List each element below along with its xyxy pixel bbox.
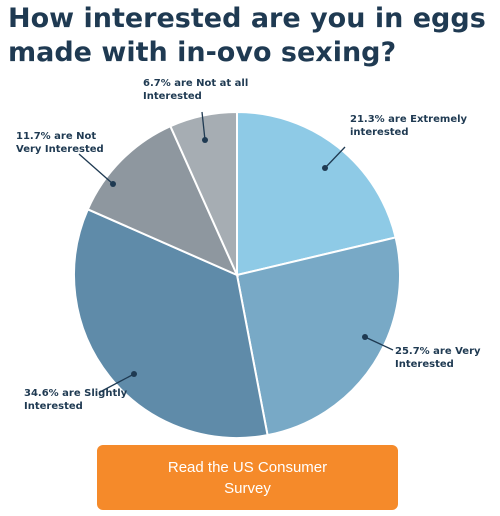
slice-data-label: 11.7% are Not Very Interested: [16, 131, 104, 155]
label-pointer-line: [324, 146, 346, 169]
slice-data-label: 6.7% are Not at all Interested: [143, 78, 248, 102]
pie-slice-very-interested: [235, 236, 401, 437]
label-pointer-line: [78, 153, 114, 185]
slice-data-label: 34.6% are Slightly Interested: [24, 388, 128, 412]
pie-slice-not-very-interested: [86, 124, 239, 277]
label-pointer-dot: [110, 181, 116, 187]
label-pointer-dot: [202, 137, 208, 143]
pie-slice-extremely-interested: [236, 110, 397, 277]
label-pointer-line: [364, 336, 394, 351]
pie-chart: 21.3% are Extremely interested 25.7% are V…: [16, 78, 481, 439]
label-pointer-dot: [322, 165, 328, 171]
label-pointer-dot: [131, 371, 137, 377]
slice-data-label: 21.3% are Extremely interested: [350, 114, 468, 138]
read-survey-button[interactable]: Read the US Consumer Survey: [97, 445, 398, 510]
label-pointer-dot: [362, 334, 368, 340]
label-pointer-line: [201, 111, 206, 141]
read-survey-button-label: Read the US Consumer Survey: [167, 458, 328, 497]
label-pointer-line: [99, 373, 135, 393]
chart-title: How interested are you in eggs made with…: [8, 3, 486, 68]
slice-data-label: 25.7% are Very Interested: [395, 346, 481, 370]
